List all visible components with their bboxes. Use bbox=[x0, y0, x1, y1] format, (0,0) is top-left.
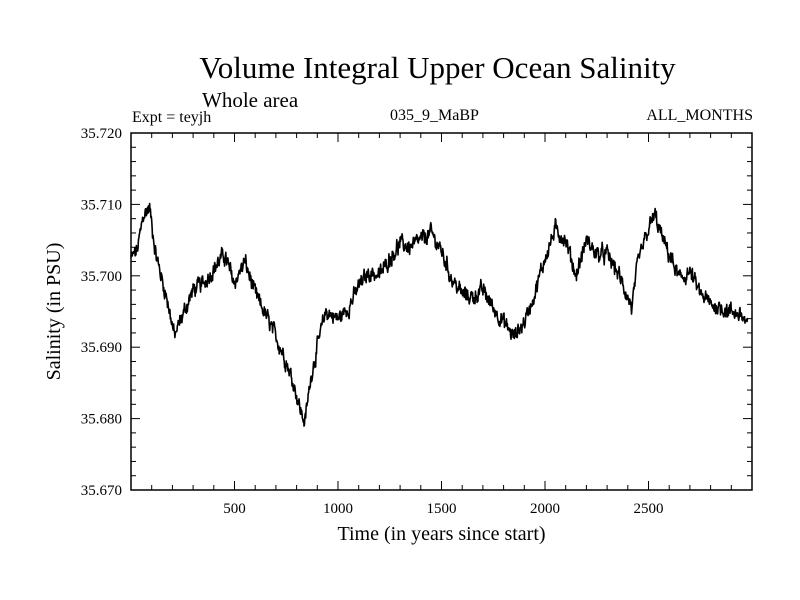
tick-labels: 35.670 35.680 35.690 35.700 35.710 35.720 500 1… bbox=[81, 126, 664, 517]
y-tick-label: 35.690 bbox=[81, 340, 122, 356]
y-tick-label: 35.700 bbox=[81, 269, 122, 285]
experiment-label: Expt = teyjh bbox=[132, 109, 212, 126]
y-tick-label: 35.670 bbox=[81, 483, 122, 499]
x-axis-label: Time (in years since start) bbox=[337, 523, 545, 545]
axis-ticks bbox=[131, 132, 752, 491]
series-layer bbox=[130, 202, 749, 427]
y-tick-label: 35.710 bbox=[81, 197, 122, 213]
x-tick-label: 1500 bbox=[427, 501, 457, 517]
x-tick-label: 2500 bbox=[634, 501, 664, 517]
y-axis-label: Salinity (in PSU) bbox=[43, 243, 65, 381]
x-tick-label: 500 bbox=[223, 501, 246, 517]
series-line-salinity bbox=[130, 202, 749, 427]
months-label: ALL_MONTHS bbox=[646, 107, 753, 124]
y-tick-label: 35.720 bbox=[81, 126, 122, 142]
plot-frame bbox=[130, 132, 753, 491]
chart-title: Volume Integral Upper Ocean Salinity bbox=[199, 50, 676, 85]
x-tick-label: 1000 bbox=[323, 501, 353, 517]
x-tick-label: 2000 bbox=[530, 501, 560, 517]
y-tick-label: 35.680 bbox=[81, 412, 122, 428]
chart-subtitle: Whole area bbox=[202, 88, 299, 112]
run-id-label: 035_9_MaBP bbox=[390, 107, 479, 124]
